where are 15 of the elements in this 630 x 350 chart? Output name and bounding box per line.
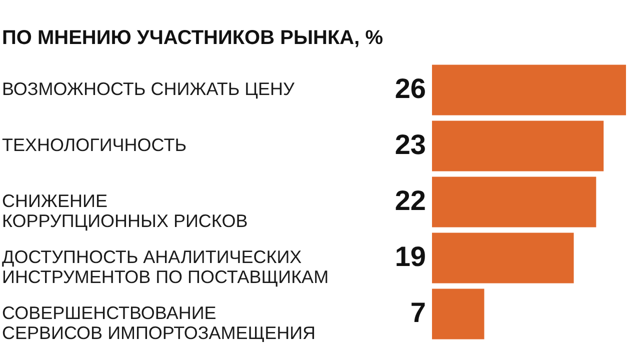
data-label: 7 <box>410 297 426 328</box>
bar <box>432 64 626 116</box>
bar <box>432 120 604 172</box>
data-label: 23 <box>394 129 426 160</box>
data-label: 26 <box>394 73 426 104</box>
y-tick-label: ВОЗМОЖНОСТЬ СНИЖАТЬ ЦЕНУ <box>2 79 295 99</box>
bar <box>432 232 574 284</box>
text: ПО МНЕНИЮ УЧАСТНИКОВ РЫНКА, % <box>2 27 384 49</box>
y-tick-label: ТЕХНОЛОГИЧНОСТЬ <box>2 135 187 155</box>
data-label: 22 <box>394 185 426 216</box>
bar <box>432 288 484 340</box>
y-tick-label: ДОСТУПНОСТЬ АНАЛИТИЧЕСКИХ ИНСТРУМЕНТОВ ПО ПОСТАВЩИКАМ <box>2 247 329 287</box>
bar <box>432 176 596 228</box>
data-label: 19 <box>394 241 426 272</box>
y-tick-label: СНИЖЕНИЕ КОРРУПЦИОННЫХ РИСКОВ <box>2 191 248 231</box>
